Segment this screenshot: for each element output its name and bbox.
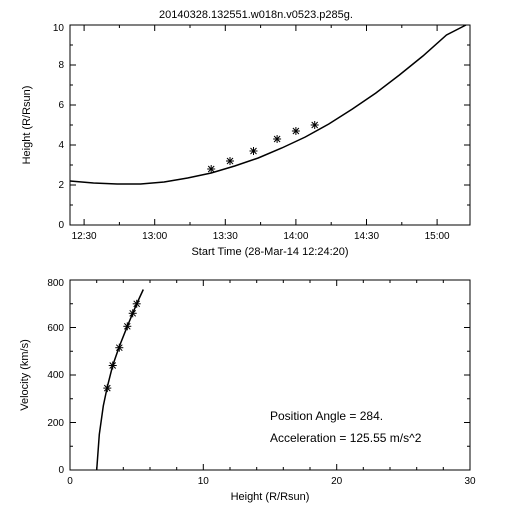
svg-text:13:30: 13:30 xyxy=(213,231,238,242)
svg-text:10: 10 xyxy=(198,476,210,487)
position-angle-annotation: Position Angle = 284. xyxy=(270,409,383,423)
y-axis-label-bottom: Velocity (km/s) xyxy=(19,339,31,411)
x-axis-label-top: Start Time (28-Mar-14 12:24:20) xyxy=(191,246,348,258)
svg-text:0: 0 xyxy=(58,465,64,476)
svg-text:13:00: 13:00 xyxy=(142,231,167,242)
velocity-height-curve xyxy=(97,290,144,471)
svg-text:2: 2 xyxy=(58,180,64,191)
svg-text:6: 6 xyxy=(58,100,64,111)
svg-text:10: 10 xyxy=(53,23,65,34)
svg-text:800: 800 xyxy=(47,278,64,289)
svg-text:4: 4 xyxy=(58,140,64,151)
height-vs-time-chart: 0 2 4 6 8 10 12:30 13:00 13:30 14:00 14:… xyxy=(21,23,470,258)
y-ticks-top xyxy=(70,25,470,225)
page-title: 20140328.132551.w018n.v0523.p285g. xyxy=(159,9,353,21)
x-axis-label-bottom: Height (R/Rsun) xyxy=(231,491,310,503)
velocity-vs-height-chart: 0 200 400 600 800 0 10 20 30 xyxy=(19,278,476,503)
svg-text:8: 8 xyxy=(58,60,64,71)
height-time-curve xyxy=(70,25,466,184)
svg-text:15:00: 15:00 xyxy=(425,231,450,242)
svg-text:600: 600 xyxy=(47,323,64,334)
height-time-markers xyxy=(207,121,319,173)
y-axis-label-top: Height (R/Rsun) xyxy=(21,86,33,165)
svg-text:12:30: 12:30 xyxy=(72,231,97,242)
x-ticks-top xyxy=(84,25,437,225)
svg-text:0: 0 xyxy=(58,220,64,231)
svg-text:20: 20 xyxy=(331,476,343,487)
acceleration-annotation: Acceleration = 125.55 m/s^2 xyxy=(270,431,422,445)
svg-text:200: 200 xyxy=(47,418,64,429)
svg-text:0: 0 xyxy=(67,476,73,487)
svg-text:14:00: 14:00 xyxy=(283,231,308,242)
svg-text:14:30: 14:30 xyxy=(354,231,379,242)
svg-text:30: 30 xyxy=(464,476,476,487)
svg-text:400: 400 xyxy=(47,370,64,381)
